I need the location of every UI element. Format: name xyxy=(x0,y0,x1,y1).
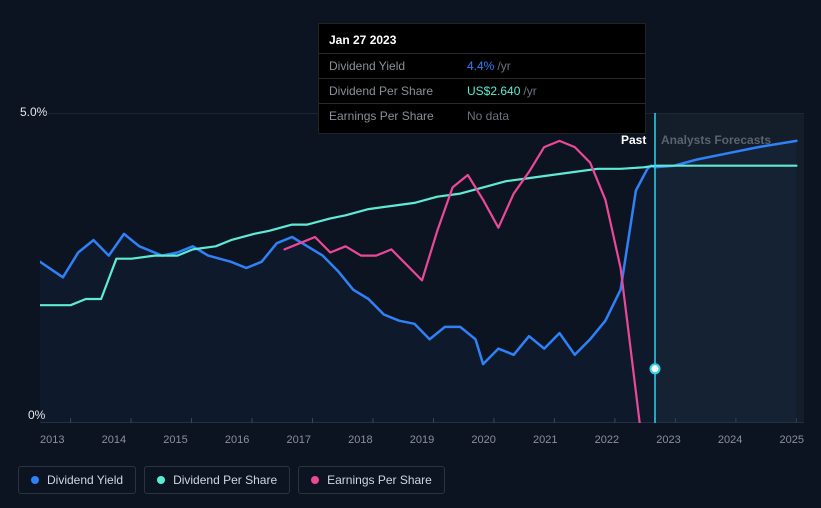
tooltip-row: Dividend Per Share US$2.640 /yr xyxy=(319,78,645,103)
chart-area: 5.0% 0% xyxy=(18,108,804,428)
tag-forecast: Analysts Forecasts xyxy=(661,133,771,147)
tooltip-value: 4.4% xyxy=(467,59,494,73)
legend-label: Dividend Yield xyxy=(47,473,123,487)
x-tick-label: 2025 xyxy=(780,434,804,446)
tooltip-label: Earnings Per Share xyxy=(329,109,467,123)
x-tick-label: 2024 xyxy=(718,434,742,446)
tag-past: Past xyxy=(621,133,646,147)
chart-tooltip: Jan 27 2023 Dividend Yield 4.4% /yr Divi… xyxy=(318,23,646,134)
chart-plot[interactable] xyxy=(40,113,804,423)
x-tick-label: 2021 xyxy=(533,434,557,446)
x-tick-label: 2015 xyxy=(163,434,187,446)
legend-item-dividend-per-share[interactable]: Dividend Per Share xyxy=(144,466,290,494)
legend: Dividend Yield Dividend Per Share Earnings… xyxy=(18,466,445,494)
tooltip-unit: /yr xyxy=(497,59,510,73)
tooltip-label: Dividend Per Share xyxy=(329,84,467,98)
x-tick-label: 2014 xyxy=(102,434,126,446)
tooltip-row: Dividend Yield 4.4% /yr xyxy=(319,53,645,78)
tooltip-value: US$2.640 xyxy=(467,84,520,98)
x-axis: 2013 2014 2015 2016 2017 2018 2019 2020 2021 2022… xyxy=(40,434,804,446)
legend-label: Dividend Per Share xyxy=(173,473,277,487)
x-tick-label: 2013 xyxy=(40,434,64,446)
tooltip-unit: /yr xyxy=(523,84,536,98)
x-tick-label: 2018 xyxy=(348,434,372,446)
x-tick-label: 2017 xyxy=(287,434,311,446)
x-tick-label: 2023 xyxy=(656,434,680,446)
legend-swatch xyxy=(157,476,165,484)
tooltip-label: Dividend Yield xyxy=(329,59,467,73)
tooltip-row: Earnings Per Share No data xyxy=(319,103,645,128)
x-tick-label: 2019 xyxy=(410,434,434,446)
legend-swatch xyxy=(311,476,319,484)
x-tick-label: 2022 xyxy=(595,434,619,446)
tooltip-date: Jan 27 2023 xyxy=(319,29,645,53)
legend-swatch xyxy=(31,476,39,484)
legend-item-dividend-yield[interactable]: Dividend Yield xyxy=(18,466,136,494)
legend-label: Earnings Per Share xyxy=(327,473,432,487)
tooltip-value: No data xyxy=(467,109,509,123)
legend-item-earnings-per-share[interactable]: Earnings Per Share xyxy=(298,466,445,494)
x-tick-label: 2016 xyxy=(225,434,249,446)
x-tick-label: 2020 xyxy=(471,434,495,446)
